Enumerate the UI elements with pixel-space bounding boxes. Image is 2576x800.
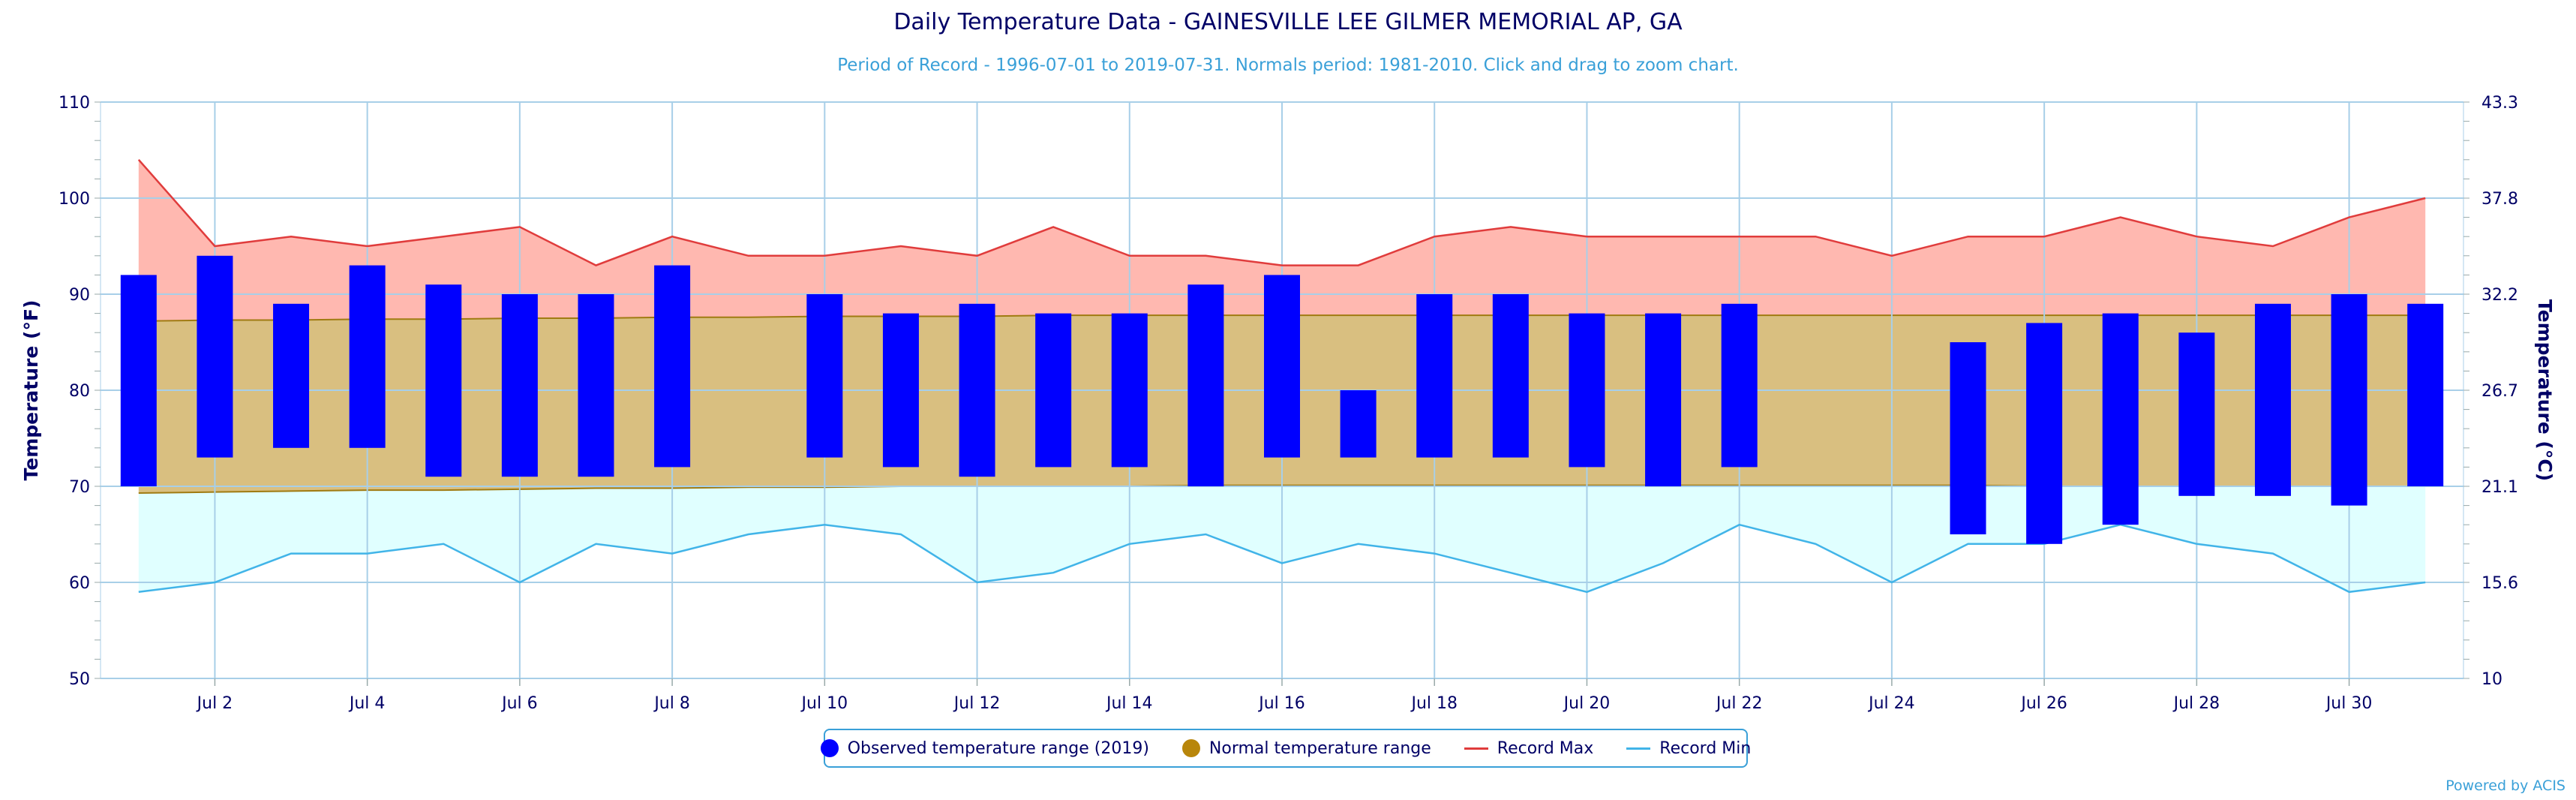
x-tick-label: Jul 14 bbox=[1105, 694, 1153, 713]
y-tick-label-right: 10 bbox=[2481, 670, 2502, 689]
observed-bar[interactable] bbox=[1569, 313, 1605, 468]
observed-bar[interactable] bbox=[1492, 294, 1529, 458]
y-tick-label-left: 50 bbox=[69, 670, 90, 689]
observed-bar[interactable] bbox=[120, 275, 157, 486]
record-max-line bbox=[137, 158, 2426, 266]
record-max-area bbox=[138, 159, 2426, 321]
observed-bar[interactable] bbox=[2331, 294, 2367, 506]
observed-bar[interactable] bbox=[1264, 275, 1300, 458]
legend-label-observed: Observed temperature range (2019) bbox=[847, 738, 1149, 758]
chart-legend: Observed temperature range (2019) Normal… bbox=[820, 729, 1751, 768]
y-tick-label-right: 32.2 bbox=[2481, 286, 2518, 305]
observed-bar[interactable] bbox=[1721, 303, 1758, 468]
y-tick-label-left: 110 bbox=[59, 94, 90, 113]
x-tick-label: Jul 2 bbox=[196, 694, 233, 713]
y-axis-title-right: Temperature (°C) bbox=[2534, 299, 2556, 481]
legend-label-record-min: Record Min bbox=[1659, 738, 1752, 758]
x-tick-label: Jul 22 bbox=[1715, 694, 1763, 713]
chart-title: Daily Temperature Data - GAINESVILLE LEE… bbox=[893, 9, 1683, 35]
observed-bar[interactable] bbox=[2407, 303, 2444, 486]
normal-marker-icon bbox=[1181, 739, 1200, 757]
legend-item-normal[interactable]: Normal temperature range bbox=[1181, 738, 1431, 758]
legend-item-record-min[interactable]: Record Min bbox=[1626, 739, 1751, 758]
record-min-line-icon bbox=[1626, 747, 1651, 750]
x-tick-label: Jul 18 bbox=[1410, 694, 1458, 713]
x-tick-label: Jul 16 bbox=[1257, 694, 1305, 713]
observed-bar[interactable] bbox=[882, 313, 919, 468]
record-max-line-icon bbox=[1464, 747, 1488, 750]
observed-bar[interactable] bbox=[578, 294, 614, 477]
x-tick-label: Jul 28 bbox=[2172, 694, 2220, 713]
observed-bar[interactable] bbox=[273, 303, 310, 448]
x-tick-label: Jul 30 bbox=[2325, 694, 2373, 713]
y-tick-label-left: 100 bbox=[59, 190, 90, 209]
observed-bar[interactable] bbox=[2026, 323, 2063, 544]
x-tick-label: Jul 6 bbox=[500, 694, 538, 713]
observed-bar[interactable] bbox=[2254, 303, 2291, 496]
y-axis-title-left: Temperature (°F) bbox=[20, 300, 42, 481]
observed-bar[interactable] bbox=[1645, 313, 1682, 486]
observed-bar[interactable] bbox=[1950, 342, 1986, 534]
y-tick-label-right: 26.7 bbox=[2481, 382, 2518, 401]
y-tick-label-left: 90 bbox=[69, 286, 90, 305]
observed-marker-icon bbox=[820, 739, 839, 757]
observed-bar[interactable] bbox=[1035, 313, 1072, 468]
observed-bar[interactable] bbox=[654, 265, 691, 468]
x-tick-label: Jul 12 bbox=[953, 694, 1001, 713]
legend-label-normal: Normal temperature range bbox=[1208, 738, 1431, 758]
observed-bar[interactable] bbox=[1416, 294, 1453, 458]
x-tick-label: Jul 10 bbox=[800, 694, 848, 713]
observed-bar[interactable] bbox=[959, 303, 995, 477]
observed-bar[interactable] bbox=[197, 255, 233, 458]
observed-bar[interactable] bbox=[349, 265, 386, 448]
observed-bar[interactable] bbox=[2178, 332, 2215, 496]
observed-bar[interactable] bbox=[806, 294, 843, 458]
legend-label-record-max: Record Max bbox=[1497, 738, 1594, 758]
observed-bar[interactable] bbox=[501, 294, 538, 477]
y-tick-label-right: 15.6 bbox=[2481, 574, 2518, 593]
observed-bar[interactable] bbox=[1187, 284, 1224, 486]
y-tick-label-right: 37.8 bbox=[2481, 190, 2518, 209]
observed-bar[interactable] bbox=[1340, 390, 1377, 458]
y-tick-label-right: 43.3 bbox=[2481, 94, 2518, 113]
observed-bar[interactable] bbox=[1111, 313, 1148, 468]
y-tick-label-left: 70 bbox=[69, 478, 90, 497]
legend-item-record-max[interactable]: Record Max bbox=[1464, 738, 1594, 758]
chart-subtitle: Period of Record - 1996-07-01 to 2019-07… bbox=[837, 56, 1739, 75]
x-tick-label: Jul 4 bbox=[348, 694, 386, 713]
y-tick-label-right: 21.1 bbox=[2481, 478, 2518, 497]
x-tick-label: Jul 24 bbox=[1867, 694, 1915, 713]
legend-item-observed[interactable]: Observed temperature range (2019) bbox=[820, 738, 1149, 758]
y-tick-label-left: 80 bbox=[69, 382, 90, 401]
observed-bar[interactable] bbox=[2102, 313, 2139, 525]
x-tick-label: Jul 20 bbox=[1563, 694, 1611, 713]
y-tick-label-left: 60 bbox=[69, 574, 90, 593]
x-tick-label: Jul 8 bbox=[653, 694, 690, 713]
acis-credit-link[interactable]: Powered by ACIS bbox=[2445, 777, 2565, 794]
observed-bar[interactable] bbox=[425, 284, 462, 477]
x-tick-label: Jul 26 bbox=[2019, 694, 2067, 713]
